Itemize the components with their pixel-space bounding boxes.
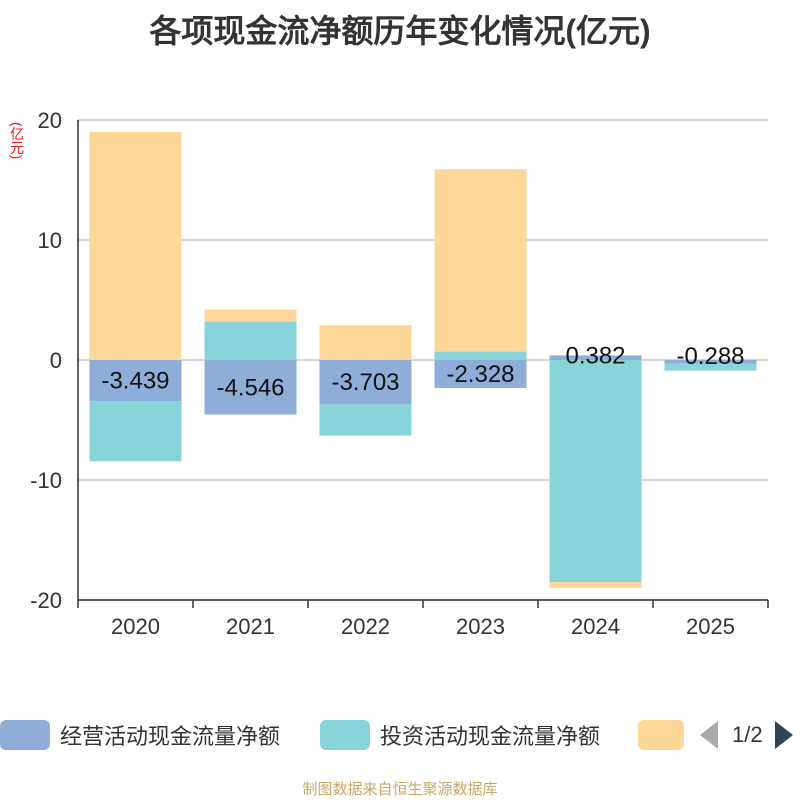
legend-pager: 1/2 (700, 715, 793, 755)
bar-2024-series-2 (549, 582, 642, 588)
legend-swatch-operating (0, 720, 50, 750)
bar-2022-series-1 (319, 404, 412, 436)
legend-label-operating: 经营活动现金流量净额 (60, 724, 281, 749)
legend-swatch-financing (638, 720, 684, 750)
y-tick-label: 10 (38, 228, 62, 253)
legend-label-investing: 投资活动现金流量净额 (380, 724, 601, 749)
bar-2020-series-0 (89, 360, 182, 402)
chart-title: 各项现金流净额历年变化情况(亿元) (149, 13, 651, 49)
bar-2023-series-2 (434, 169, 527, 352)
bar-2023-series-0 (434, 360, 527, 388)
legend-item-operating[interactable]: 经营活动现金流量净额 (0, 715, 280, 755)
y-tick-label: 20 (38, 108, 62, 133)
bar-2022-series-2 (319, 325, 412, 360)
bar-2024-series-0 (549, 355, 642, 360)
legend: 经营活动现金流量净额 投资活动现金流量净额 1/2 (0, 715, 800, 755)
data-label-2021: -4.546 (216, 374, 284, 401)
bar-2020-series-1 (89, 401, 182, 462)
x-tick-label: 2022 (341, 614, 390, 639)
y-tick-label: -10 (30, 468, 62, 493)
y-tick-label: 0 (50, 348, 62, 373)
legend-item-financing[interactable] (638, 715, 684, 755)
bar-2021-series-2 (204, 309, 297, 322)
bar-2021-series-1 (204, 321, 297, 360)
x-tick-label: 2021 (226, 614, 275, 639)
data-label-2024: 0.382 (565, 342, 625, 369)
bar-2021-series-0 (204, 360, 297, 415)
data-source-note: 制图数据来自恒生聚源数据库 (302, 781, 498, 798)
bar-2025-series-0 (664, 360, 757, 364)
bar-2024-series-1 (549, 360, 642, 582)
legend-swatch-investing (320, 720, 370, 750)
data-label-2023: -2.328 (446, 361, 514, 388)
legend-item-investing[interactable]: 投资活动现金流量净额 (320, 715, 600, 755)
x-tick-label: 2020 (111, 614, 160, 639)
bar-chart: 20 10 0 -10 -20 2020 2021 2022 2023 2024 2025 -3.4… (30, 108, 769, 639)
legend-next-page-icon[interactable] (774, 721, 793, 749)
data-label-2025: -0.288 (676, 343, 744, 370)
bar-2022-series-0 (319, 360, 412, 405)
bar-2023-series-1 (434, 351, 527, 360)
x-tick-label: 2025 (686, 614, 735, 639)
legend-page-indicator: 1/2 (732, 722, 763, 747)
x-tick-label: 2023 (456, 614, 505, 639)
legend-prev-page-icon[interactable] (700, 721, 718, 749)
y-axis-unit-label: (亿元) (9, 122, 25, 160)
data-label-2022: -3.703 (331, 369, 399, 396)
y-tick-label: -20 (30, 588, 62, 613)
bar-2025-series-1 (664, 363, 757, 371)
x-tick-label: 2024 (571, 614, 620, 639)
data-label-2020: -3.439 (101, 368, 169, 395)
bar-2020-series-2 (89, 132, 182, 360)
